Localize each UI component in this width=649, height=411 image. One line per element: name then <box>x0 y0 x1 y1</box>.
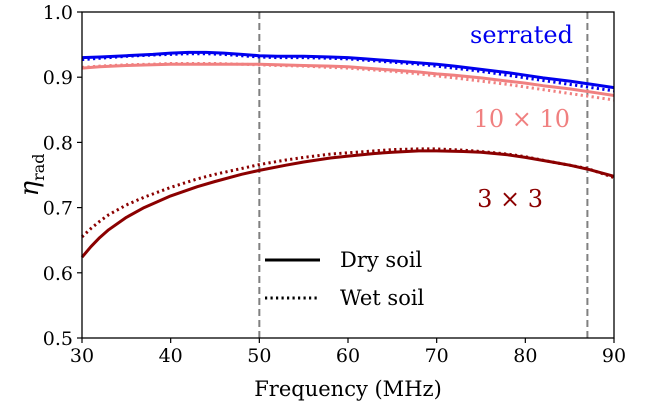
y-axis-label-sub: rad <box>29 153 48 180</box>
x-tick-label: 50 <box>247 345 271 367</box>
series-label-10x10: 10 × 10 <box>474 105 570 133</box>
series-line-1-wet <box>81 52 615 93</box>
series-labels: serrated 10 × 10 3 × 3 <box>470 21 573 213</box>
y-axis-ticks: 0.5 0.6 0.7 0.8 0.9 1.0 <box>43 2 82 350</box>
x-tick-label: 60 <box>336 345 360 367</box>
y-tick-label: 1.0 <box>43 2 73 24</box>
y-axis-label: ηrad <box>15 153 48 196</box>
y-tick-label: 0.5 <box>43 328 73 350</box>
series-line-2-dry <box>81 62 615 97</box>
x-tick-label: 40 <box>159 345 183 367</box>
y-tick-label: 0.9 <box>43 67 73 89</box>
legend-label-dry: Dry soil <box>340 248 423 272</box>
series-line-1-dry <box>81 50 615 90</box>
legend-label-wet: Wet soil <box>340 286 425 310</box>
y-axis-label-main: η <box>15 181 45 197</box>
x-axis-ticks: 30 40 50 60 70 80 90 <box>70 338 626 367</box>
x-tick-label: 70 <box>425 345 449 367</box>
y-tick-label: 0.7 <box>43 198 73 220</box>
x-axis-label: Frequency (MHz) <box>254 377 442 401</box>
legend: Dry soil Wet soil <box>265 248 425 310</box>
series-label-3x3: 3 × 3 <box>477 185 543 213</box>
plot-lines <box>80 12 615 338</box>
y-tick-label: 0.8 <box>43 132 73 154</box>
series-line-3-wet <box>80 147 615 238</box>
series-line-2-wet <box>81 62 615 102</box>
y-tick-label: 0.6 <box>43 263 73 285</box>
series-label-serrated: serrated <box>470 21 573 49</box>
x-tick-label: 30 <box>70 345 94 367</box>
series-line-3-dry <box>80 149 615 259</box>
x-tick-label: 90 <box>602 345 626 367</box>
x-tick-label: 80 <box>513 345 537 367</box>
